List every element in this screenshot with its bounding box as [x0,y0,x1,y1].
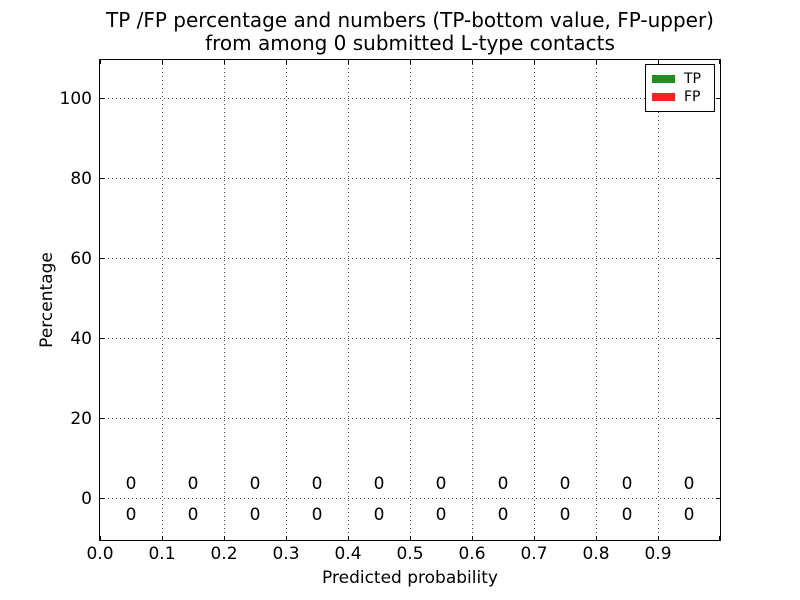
x-tick-bottom [658,536,659,540]
fp-count-label: 0 [683,474,695,494]
x-tick-bottom [410,536,411,540]
tp-count-label: 0 [125,505,137,525]
x-tick-top [472,60,473,64]
x-tick-label: 0.2 [210,544,238,564]
x-gridline [224,60,225,540]
x-tick-top [162,60,163,64]
x-tick-bottom [224,536,225,540]
y-tick-label: 80 [70,169,92,189]
y-tick-right [716,98,720,99]
y-tick-left [100,498,104,499]
tp-count-label: 0 [373,505,385,525]
x-tick-bottom [534,536,535,540]
x-tick-top [596,60,597,64]
tp-color-swatch [652,74,675,83]
y-tick-left [100,178,104,179]
x-tick-label: 0.1 [148,544,176,564]
chart-title-line1: TP /FP percentage and numbers (TP-bottom… [106,8,714,32]
x-tick-label: 0.3 [272,544,300,564]
legend-label-fp: FP [684,89,701,106]
tp-count-label: 0 [621,505,633,525]
legend-row: FP [652,90,708,104]
fp-count-label: 0 [249,474,261,494]
x-gridline [534,60,535,540]
y-tick-right [716,178,720,179]
x-gridline [472,60,473,540]
y-tick-left [100,258,104,259]
fp-count-label: 0 [497,474,509,494]
y-tick-label: 0 [81,489,92,509]
x-tick-label: 0.6 [458,544,486,564]
fp-count-label: 0 [559,474,571,494]
x-tick-top [658,60,659,64]
x-tick-bottom [348,536,349,540]
x-gridline [348,60,349,540]
x-tick-bottom [472,536,473,540]
y-tick-label: 100 [59,89,92,109]
x-axis-label: Predicted probability [322,568,498,588]
legend-row: TP [652,72,708,86]
x-tick-label: 0.7 [520,544,548,564]
fp-count-label: 0 [373,474,385,494]
tp-count-label: 0 [435,505,447,525]
x-tick-bottom [719,536,720,540]
y-tick-right [716,258,720,259]
y-tick-right [716,338,720,339]
tp-count-label: 0 [497,505,509,525]
x-tick-top [348,60,349,64]
fp-count-label: 0 [187,474,199,494]
x-tick-label: 0.5 [396,544,424,564]
plot-area: 0 0 0 0 0 0 0 0 0 0 0 0 0 0 0 0 0 0 0 0 [99,59,721,541]
tp-count-label: 0 [249,505,261,525]
fp-color-swatch [652,93,675,102]
y-tick-label: 20 [70,409,92,429]
y-tick-right [716,418,720,419]
fp-count-label: 0 [311,474,323,494]
x-tick-bottom [100,536,101,540]
legend-label-tp: TP [684,70,701,87]
x-tick-top [719,60,720,64]
x-tick-bottom [162,536,163,540]
legend: TP FP [645,64,715,112]
chart-title: TP /FP percentage and numbers (TP-bottom… [100,9,720,55]
tp-count-label: 0 [683,505,695,525]
tp-count-label: 0 [311,505,323,525]
x-tick-top [410,60,411,64]
y-tick-label: 40 [70,329,92,349]
x-tick-label: 0.0 [86,544,114,564]
x-tick-bottom [286,536,287,540]
x-gridline [596,60,597,540]
fp-count-label: 0 [125,474,137,494]
tp-count-label: 0 [559,505,571,525]
x-gridline [162,60,163,540]
y-tick-label: 60 [70,249,92,269]
x-tick-label: 0.4 [334,544,362,564]
x-tick-top [224,60,225,64]
x-tick-top [534,60,535,64]
x-tick-top [100,60,101,64]
fp-count-label: 0 [621,474,633,494]
x-gridline [658,60,659,540]
x-gridline [286,60,287,540]
x-tick-label: 0.9 [644,544,672,564]
tp-count-label: 0 [187,505,199,525]
chart-title-line2: from among 0 submitted L-type contacts [205,31,615,55]
y-tick-right [716,498,720,499]
x-tick-label: 0.8 [582,544,610,564]
y-tick-left [100,338,104,339]
fp-count-label: 0 [435,474,447,494]
x-gridline [410,60,411,540]
x-tick-top [286,60,287,64]
y-tick-left [100,98,104,99]
x-tick-bottom [596,536,597,540]
y-tick-left [100,418,104,419]
